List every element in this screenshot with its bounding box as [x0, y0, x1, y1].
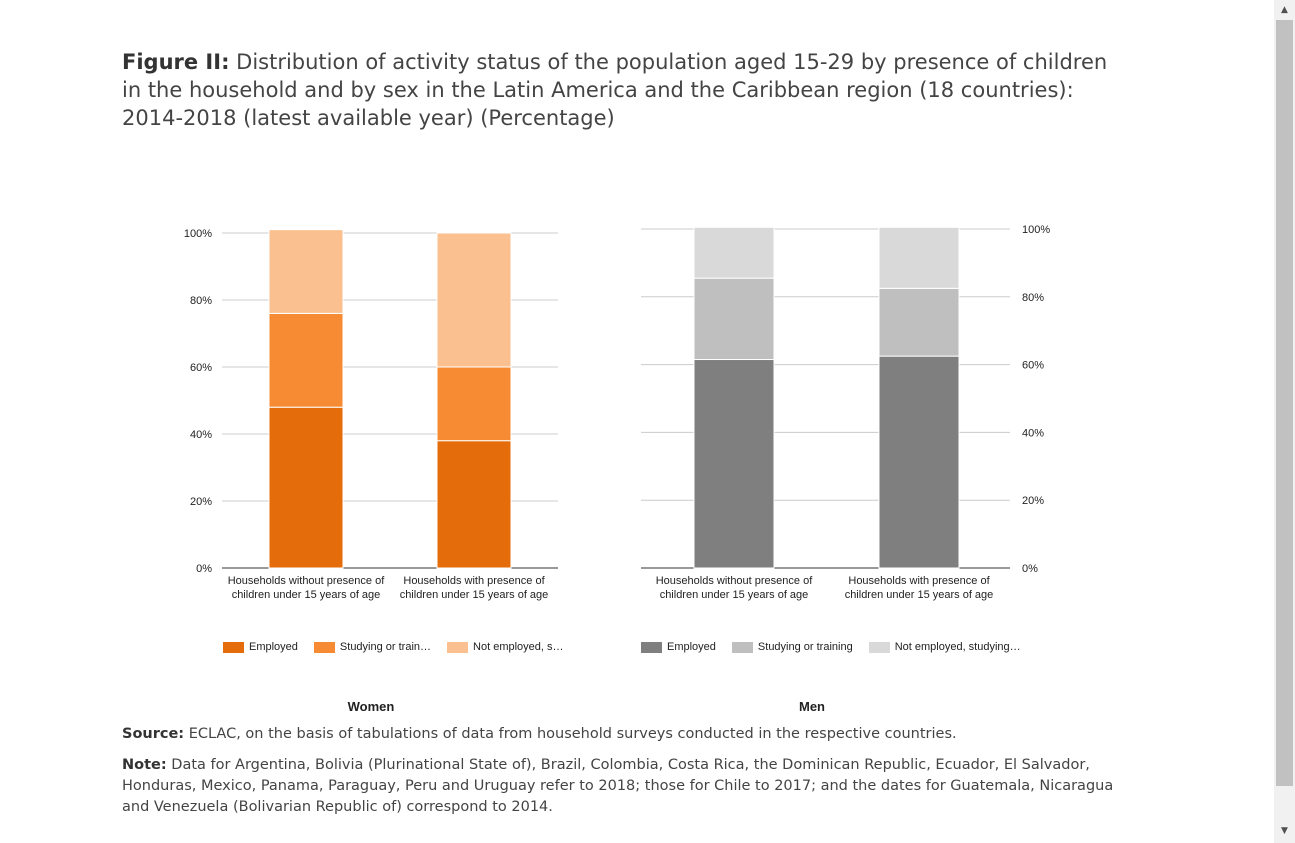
women-legend-swatch: [313, 641, 335, 653]
women-bar-employed-1[interactable]: [268, 406, 344, 569]
men-chart-label: Men: [799, 699, 825, 714]
women-y-tick-label: 100%: [184, 228, 212, 240]
scroll-up-icon[interactable]: ▲: [1281, 5, 1288, 15]
women-legend-label: Employed: [249, 641, 298, 653]
scroll-down-icon[interactable]: ▼: [1281, 826, 1288, 836]
source-note: Source: ECLAC, on the basis of tabulatio…: [122, 724, 1122, 745]
women-y-tick-label: 0%: [196, 563, 212, 575]
women-legend-item[interactable]: Studying or train…: [313, 641, 432, 653]
women-bar-not-employed-studying-or-training-1[interactable]: [268, 229, 344, 314]
men-y-tick-label: 60%: [1022, 360, 1044, 372]
women-legend-label: Studying or train…: [339, 641, 432, 653]
women-y-tick-label: 80%: [190, 295, 212, 307]
women-bar-not-employed-studying-or-training-2[interactable]: [436, 232, 512, 368]
men-bar-employed-2[interactable]: [878, 355, 960, 569]
figure-title: Figure II: Distribution of activity stat…: [122, 48, 1132, 132]
men-y-tick-label: 20%: [1022, 495, 1044, 507]
women-legend-swatch: [223, 641, 244, 653]
men-y-tick-label: 40%: [1022, 427, 1044, 439]
women-bar-studying-or-training-2[interactable]: [436, 366, 512, 442]
men-legend-swatch: [868, 641, 890, 653]
women-y-tick-label: 20%: [190, 496, 212, 508]
data-note: Note: Data for Argentina, Bolivia (Pluri…: [122, 755, 1122, 818]
note-text: Data for Argentina, Bolivia (Plurination…: [122, 757, 1114, 815]
women-chart-label: Women: [347, 699, 395, 714]
source-prefix: Source:: [122, 726, 185, 742]
vertical-scrollbar[interactable]: ▲ ▼: [1274, 0, 1295, 843]
men-bar-studying-or-training-1[interactable]: [693, 277, 775, 361]
men-bar-not-employed-studying-or-training-1[interactable]: [693, 226, 775, 279]
men-legend-label: Not employed, studying…: [894, 641, 1021, 653]
women-legend-swatch: [447, 641, 469, 653]
men-legend-label: Employed: [667, 641, 716, 653]
men-y-tick-label: 100%: [1022, 224, 1050, 236]
women-legend-label: Not employed, s…: [473, 641, 564, 653]
women-legend-item[interactable]: Employed: [223, 641, 298, 653]
men-legend-item[interactable]: Not employed, studying…: [868, 641, 1021, 653]
men-y-tick-label: 0%: [1022, 563, 1038, 575]
women-legend: Employed Studying or train… Not employed, …: [223, 641, 580, 653]
men-y-tick-label: 80%: [1022, 292, 1044, 304]
men-legend-swatch: [641, 641, 662, 653]
figure-title-text: Distribution of activity status of the p…: [122, 50, 1108, 130]
men-category-label: children under 15 years of age: [660, 589, 809, 601]
women-y-tick-label: 60%: [190, 362, 212, 374]
note-prefix: Note:: [122, 757, 167, 773]
women-category-label: Households with presence of: [403, 575, 545, 587]
men-category-label: children under 15 years of age: [845, 589, 994, 601]
men-bar-not-employed-studying-or-training-2[interactable]: [878, 226, 960, 289]
men-legend-item[interactable]: Studying or training: [731, 641, 853, 653]
men-category-label: Households with presence of: [848, 575, 990, 587]
women-bar-studying-or-training-1[interactable]: [268, 312, 344, 408]
women-legend-item[interactable]: Not employed, s…: [447, 641, 564, 653]
women-bar-employed-2[interactable]: [436, 440, 512, 569]
source-text: ECLAC, on the basis of tabulations of da…: [184, 726, 957, 742]
men-bar-employed-1[interactable]: [693, 359, 775, 569]
women-y-tick-label: 40%: [190, 429, 212, 441]
men-legend-label: Studying or training: [757, 641, 853, 653]
men-legend-item[interactable]: Employed: [641, 641, 716, 653]
men-legend-swatch: [731, 641, 753, 653]
men-bar-studying-or-training-2[interactable]: [878, 287, 960, 357]
men-legend: Employed Studying or training Not employed…: [641, 641, 1037, 653]
women-category-label: children under 15 years of age: [400, 589, 549, 601]
scrollbar-thumb[interactable]: [1276, 20, 1293, 786]
men-category-label: Households without presence of: [656, 575, 813, 587]
women-category-label: children under 15 years of age: [232, 589, 381, 601]
women-category-label: Households without presence of: [228, 575, 385, 587]
figure-title-prefix: Figure II:: [122, 50, 230, 74]
